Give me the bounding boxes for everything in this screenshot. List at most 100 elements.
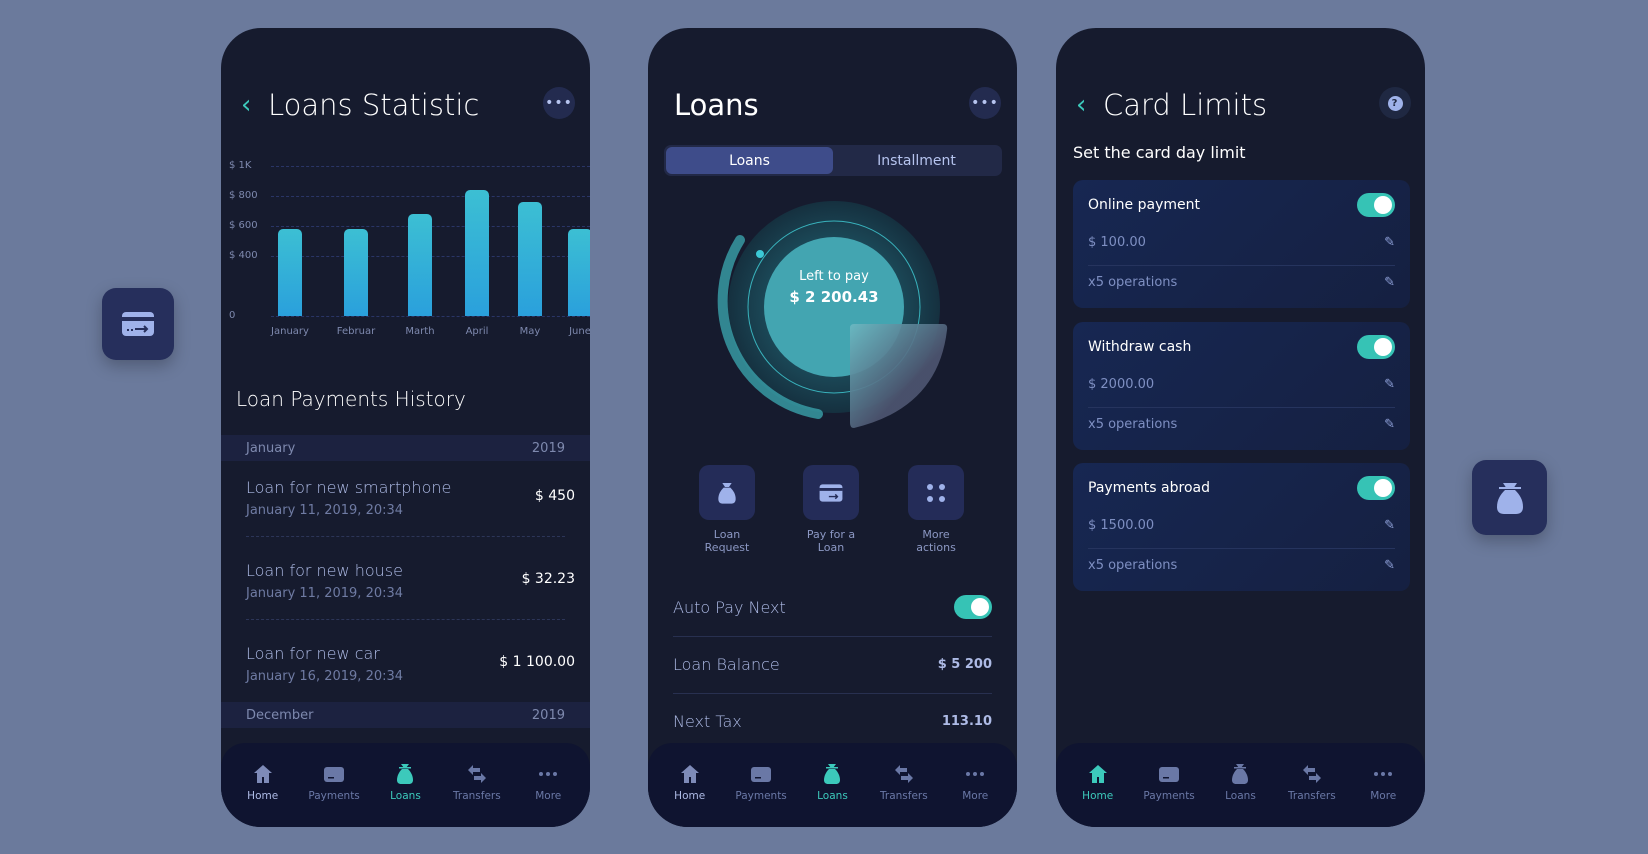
bottom-nav: Home Payments Loans Transfers More — [221, 743, 590, 827]
list-item[interactable]: Loan for new car January 16, 2019, 20:34 $… — [246, 644, 575, 704]
limit-toggle[interactable] — [1357, 193, 1395, 217]
limit-title: Withdraw cash — [1088, 339, 1192, 355]
item-amount: $ 450 — [534, 488, 575, 504]
divider — [246, 619, 565, 620]
more-horizontal-icon: ••• — [545, 95, 573, 111]
nav-payments[interactable]: Payments — [1137, 743, 1201, 827]
item-title: Loan for new car — [246, 644, 380, 663]
pencil-icon[interactable]: ✎ — [1384, 518, 1395, 533]
label-line: Loan — [817, 541, 845, 554]
nav-transfers[interactable]: Transfers — [1280, 743, 1344, 827]
subtitle: Set the card day limit — [1073, 143, 1246, 162]
limit-amount: $ 100.00 — [1088, 235, 1146, 250]
nav-label: Payments — [1143, 790, 1195, 802]
nav-more[interactable]: More — [516, 743, 580, 827]
action-label: Loan Request — [687, 528, 767, 554]
nav-transfers[interactable]: Transfers — [872, 743, 936, 827]
pay-for-loan-button[interactable] — [803, 465, 859, 520]
list-item[interactable]: Loan for new house January 11, 2019, 20:3… — [246, 561, 575, 621]
limit-card: Payments abroad $ 1500.00 ✎ x5 operations… — [1073, 463, 1410, 591]
limit-operations: x5 operations — [1088, 558, 1178, 573]
left-to-pay-gauge — [717, 201, 948, 428]
gridline — [271, 166, 590, 167]
x-tick-label: January — [271, 326, 309, 337]
nav-label: Transfers — [880, 790, 928, 802]
nav-loans[interactable]: Loans — [1208, 743, 1272, 827]
more-actions-button[interactable] — [908, 465, 964, 520]
year-label: 2019 — [531, 440, 565, 456]
more-button[interactable]: ••• — [969, 87, 1001, 119]
loans-statistic-screen: ‹ Loans Statistic ••• 0 $ 400 $ 600 $ 800 $ … — [221, 28, 590, 827]
month-header-december: December 2019 — [221, 702, 590, 728]
more-button[interactable]: ••• — [543, 87, 575, 119]
bar-may[interactable] — [518, 202, 542, 316]
item-date: January 16, 2019, 20:34 — [246, 669, 404, 684]
more-horizontal-icon — [966, 772, 985, 776]
tab-loans[interactable]: Loans — [666, 147, 833, 174]
grid-dots-icon — [927, 483, 945, 502]
list-item[interactable]: Loan for new smartphone January 11, 2019,… — [246, 478, 575, 538]
nav-label: More — [535, 790, 562, 802]
nav-home[interactable]: Home — [1066, 743, 1130, 827]
home-icon — [680, 765, 699, 783]
nav-loans[interactable]: Loans — [800, 743, 864, 827]
pencil-icon[interactable]: ✎ — [1384, 417, 1395, 432]
nav-label: Transfers — [1288, 790, 1336, 802]
floating-card-icon-tile — [102, 288, 174, 360]
auto-pay-toggle[interactable] — [954, 595, 992, 619]
page-title: Loans — [674, 88, 759, 122]
month-header-january: January 2019 — [221, 435, 590, 461]
money-bag-icon — [824, 764, 841, 784]
pencil-icon[interactable]: ✎ — [1384, 377, 1395, 392]
item-title: Loan for new smartphone — [246, 478, 452, 497]
divider — [1088, 407, 1395, 408]
loan-request-button[interactable] — [699, 465, 755, 520]
bar-marth[interactable] — [408, 214, 432, 316]
loans-screen: Loans ••• Loans Installment Left to pay … — [648, 28, 1017, 827]
nav-payments[interactable]: Payments — [302, 743, 366, 827]
nav-more[interactable]: More — [943, 743, 1007, 827]
money-bag-icon — [1496, 482, 1523, 514]
transfer-arrows-icon — [467, 765, 486, 783]
label-line: Request — [704, 541, 750, 554]
y-tick-label: $ 800 — [229, 190, 258, 201]
action-label: More actions — [896, 528, 976, 554]
help-button[interactable]: ? — [1379, 87, 1411, 119]
nav-home[interactable]: Home — [231, 743, 295, 827]
back-chevron-icon[interactable]: ‹ — [241, 90, 252, 120]
limit-amount: $ 2000.00 — [1088, 377, 1155, 392]
bar-january[interactable] — [278, 229, 302, 316]
bar-april[interactable] — [465, 190, 489, 316]
home-icon — [253, 765, 272, 783]
pencil-icon[interactable]: ✎ — [1384, 275, 1395, 290]
back-chevron-icon[interactable]: ‹ — [1076, 90, 1087, 120]
nav-loans[interactable]: Loans — [373, 743, 437, 827]
item-amount: $ 32.23 — [521, 571, 575, 587]
limit-toggle[interactable] — [1357, 476, 1395, 500]
tab-installment[interactable]: Installment — [877, 152, 956, 169]
nav-home[interactable]: Home — [658, 743, 722, 827]
nav-payments[interactable]: Payments — [729, 743, 793, 827]
item-amount: $ 1 100.00 — [499, 654, 575, 670]
bottom-nav: Home Payments Loans Transfers More — [1056, 743, 1425, 827]
money-bag-icon — [1232, 764, 1249, 784]
pencil-icon[interactable]: ✎ — [1384, 235, 1395, 250]
gridline — [271, 316, 590, 317]
limit-title: Payments abroad — [1088, 480, 1210, 496]
nav-transfers[interactable]: Transfers — [445, 743, 509, 827]
label-line: Loan — [713, 528, 741, 541]
limit-toggle[interactable] — [1357, 335, 1395, 359]
limit-card: Online payment $ 100.00 ✎ x5 operations ✎ — [1073, 180, 1410, 308]
gridline — [271, 196, 590, 197]
bar-june[interactable] — [568, 229, 590, 316]
gauge-marker — [756, 250, 764, 258]
nav-more[interactable]: More — [1351, 743, 1415, 827]
limit-title: Online payment — [1088, 197, 1200, 213]
pencil-icon[interactable]: ✎ — [1384, 558, 1395, 573]
limit-operations: x5 operations — [1088, 417, 1178, 432]
page-title: Loans Statistic — [268, 88, 480, 122]
y-tick-label: $ 400 — [229, 250, 258, 261]
x-tick-label: April — [465, 326, 489, 337]
bar-februar[interactable] — [344, 229, 368, 316]
nav-label: Loans — [1225, 790, 1256, 802]
